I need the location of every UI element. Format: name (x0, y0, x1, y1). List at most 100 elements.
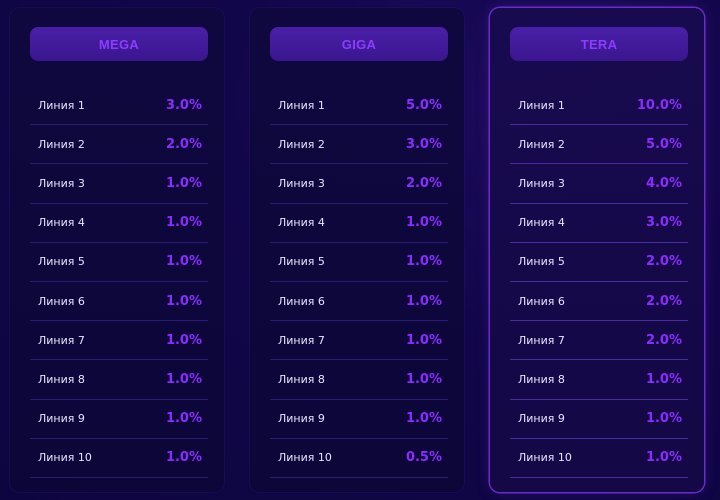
plan-row: Линия 2 3.0% (270, 125, 448, 165)
plan-cards: MEGA Линия 1 3.0% Линия 2 2.0% Линия 3 1.0%… (10, 8, 718, 494)
line-label: Линия 6 (278, 294, 325, 308)
plan-row: Линия 5 1.0% (270, 243, 448, 282)
plan-title-giga[interactable]: GIGA (270, 27, 448, 61)
plan-row: Линия 7 1.0% (270, 321, 448, 361)
line-label: Линия 5 (518, 255, 565, 269)
line-label: Линия 7 (38, 333, 85, 347)
line-label: Линия 6 (38, 294, 85, 308)
plan-rows: Линия 1 3.0% Линия 2 2.0% Линия 3 1.0% Лини… (30, 86, 208, 478)
line-percent: 1.0% (405, 371, 442, 387)
line-percent: 2.0% (645, 332, 682, 348)
line-percent: 4.0% (645, 175, 682, 191)
line-label: Линия 10 (518, 451, 572, 465)
plan-rows: Линия 1 5.0% Линия 2 3.0% Линия 3 2.0% Лини… (270, 86, 448, 478)
line-label: Линия 8 (518, 372, 565, 386)
line-percent: 1.0% (165, 175, 202, 191)
plan-row: Линия 9 1.0% (510, 400, 688, 439)
line-percent: 1.0% (405, 332, 442, 348)
plan-row: Линия 2 5.0% (510, 125, 688, 165)
line-percent: 1.0% (645, 450, 682, 466)
plan-row: Линия 5 2.0% (510, 243, 688, 282)
line-label: Линия 9 (38, 412, 85, 426)
line-percent: 1.0% (405, 411, 442, 427)
line-percent: 1.0% (645, 371, 682, 387)
line-percent: 1.0% (165, 254, 202, 270)
line-label: Линия 3 (518, 176, 565, 190)
plan-name: GIGA (341, 36, 377, 52)
line-label: Линия 1 (38, 98, 85, 112)
line-percent: 1.0% (165, 411, 202, 427)
line-percent: 1.0% (645, 411, 682, 427)
plan-rows: Линия 1 10.0% Линия 2 5.0% Линия 3 4.0% Лин… (510, 86, 688, 478)
plan-row: Линия 8 1.0% (270, 360, 448, 400)
plan-row: Линия 10 1.0% (30, 439, 208, 478)
plan-name: TERA (580, 36, 618, 52)
plan-row: Линия 7 1.0% (30, 321, 208, 361)
line-label: Линия 6 (518, 294, 565, 308)
plan-row: Линия 8 1.0% (510, 360, 688, 400)
line-percent: 3.0% (165, 97, 202, 113)
line-label: Линия 7 (518, 333, 565, 347)
line-label: Линия 2 (278, 137, 325, 151)
line-label: Линия 2 (38, 137, 85, 151)
plan-row: Линия 2 2.0% (30, 125, 208, 165)
plan-row: Линия 4 1.0% (30, 204, 208, 243)
line-label: Линия 5 (278, 255, 325, 269)
plan-row: Линия 4 1.0% (270, 204, 448, 243)
plan-row: Линия 3 2.0% (270, 164, 448, 204)
plan-card-giga[interactable]: GIGA Линия 1 5.0% Линия 2 3.0% Линия 3 2.0%… (250, 8, 464, 492)
line-label: Линия 4 (278, 216, 325, 230)
plan-row: Линия 6 1.0% (270, 282, 448, 322)
line-label: Линия 8 (38, 372, 85, 386)
line-percent: 1.0% (165, 371, 202, 387)
line-label: Линия 9 (518, 412, 565, 426)
line-label: Линия 3 (278, 176, 325, 190)
line-percent: 1.0% (165, 450, 202, 466)
line-percent: 1.0% (165, 293, 202, 309)
plan-row: Линия 6 2.0% (510, 282, 688, 322)
plan-title-tera[interactable]: TERA (510, 27, 688, 61)
plan-row: Линия 3 1.0% (30, 164, 208, 204)
line-label: Линия 10 (278, 451, 332, 465)
line-label: Линия 9 (278, 412, 325, 426)
plan-row: Линия 8 1.0% (30, 360, 208, 400)
line-label: Линия 1 (518, 98, 565, 112)
plan-row: Линия 4 3.0% (510, 204, 688, 243)
line-label: Линия 1 (278, 98, 325, 112)
plan-row: Линия 1 10.0% (510, 86, 688, 126)
line-percent: 5.0% (405, 97, 442, 113)
line-label: Линия 7 (278, 333, 325, 347)
line-percent: 2.0% (645, 254, 682, 270)
plan-row: Линия 5 1.0% (30, 243, 208, 282)
line-label: Линия 4 (38, 216, 85, 230)
plan-name: MEGA (98, 36, 140, 52)
plan-card-mega[interactable]: MEGA Линия 1 3.0% Линия 2 2.0% Линия 3 1.0%… (10, 8, 224, 492)
plan-row: Линия 10 0.5% (270, 439, 448, 478)
line-percent: 1.0% (165, 332, 202, 348)
line-percent: 1.0% (405, 293, 442, 309)
line-label: Линия 4 (518, 216, 565, 230)
line-percent: 1.0% (405, 254, 442, 270)
line-label: Линия 10 (38, 451, 92, 465)
line-percent: 10.0% (636, 97, 682, 113)
plan-title-mega[interactable]: MEGA (30, 27, 208, 61)
line-percent: 2.0% (645, 293, 682, 309)
line-percent: 5.0% (645, 136, 682, 152)
plan-row: Линия 10 1.0% (510, 439, 688, 478)
line-percent: 3.0% (405, 136, 442, 152)
plan-row: Линия 1 5.0% (270, 86, 448, 126)
plan-row: Линия 7 2.0% (510, 321, 688, 361)
plan-row: Линия 3 4.0% (510, 164, 688, 204)
line-percent: 2.0% (165, 136, 202, 152)
line-percent: 1.0% (165, 215, 202, 231)
plan-card-tera[interactable]: TERA Линия 1 10.0% Линия 2 5.0% Линия 3 4.0… (490, 8, 704, 492)
plan-row: Линия 9 1.0% (30, 400, 208, 439)
line-label: Линия 5 (38, 255, 85, 269)
line-label: Линия 2 (518, 137, 565, 151)
line-label: Линия 8 (278, 372, 325, 386)
plan-row: Линия 1 3.0% (30, 86, 208, 126)
line-percent: 0.5% (405, 450, 442, 466)
line-percent: 1.0% (405, 215, 442, 231)
plan-row: Линия 6 1.0% (30, 282, 208, 322)
line-percent: 3.0% (645, 215, 682, 231)
